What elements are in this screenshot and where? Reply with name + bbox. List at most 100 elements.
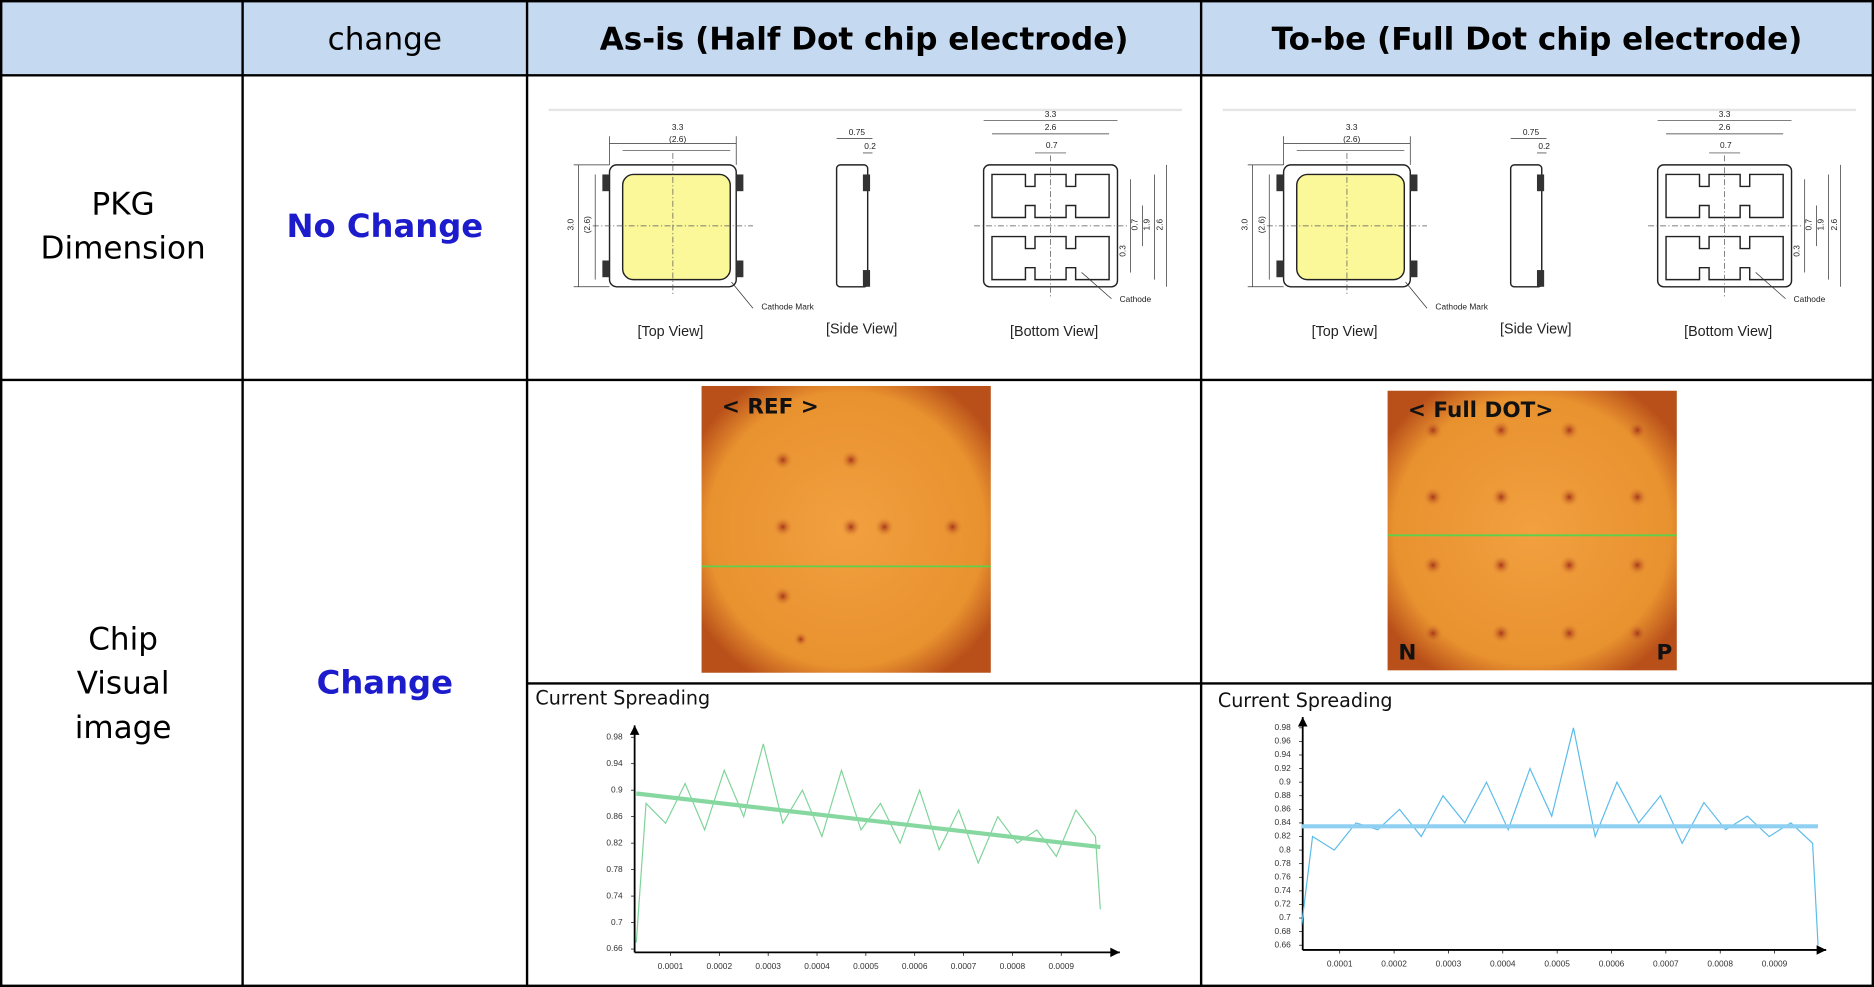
- dim-line: [1756, 272, 1786, 298]
- emitter: [1297, 174, 1405, 279]
- header-cell: As-is (Half Dot chip electrode): [600, 22, 1129, 58]
- drawing-label: 2.6: [1829, 218, 1839, 230]
- drawing-label: Cathode: [1120, 294, 1152, 304]
- data-line: [636, 744, 1100, 943]
- drawing-label: 3.0: [1240, 218, 1250, 230]
- drawing-label: (2.6): [1343, 134, 1360, 144]
- tab: [1276, 174, 1283, 191]
- y-tick-label: 0.68: [1274, 926, 1291, 936]
- y-tick-label: 0.8: [1279, 844, 1291, 854]
- row-label: image: [75, 710, 172, 746]
- dot: [1423, 421, 1442, 440]
- drawing-label: Cathode: [1794, 294, 1826, 304]
- drawing-label: 3.3: [1045, 109, 1057, 119]
- dot: [1492, 624, 1511, 643]
- row-label: Visual: [77, 666, 170, 702]
- x-tick-label: 0.0008: [1000, 961, 1026, 971]
- dim-line: [731, 282, 753, 308]
- y-tick-label: 0.72: [1274, 899, 1291, 909]
- package-drawing: 3.3(2.6)3.0(2.6)Cathode Mark[Top View]0.…: [549, 109, 1182, 340]
- chip-image-full-dot: < Full DOT> N P: [1388, 391, 1677, 671]
- y-tick-label: 0.96: [1274, 736, 1291, 746]
- drawing-label: 0.2: [864, 141, 876, 151]
- rule: [549, 109, 1182, 111]
- image-label: N: [1398, 641, 1416, 666]
- x-tick-label: 0.0008: [1707, 959, 1733, 969]
- drawing-label: (2.6): [669, 134, 686, 144]
- x-tick-label: 0.0003: [755, 961, 781, 971]
- dot: [1560, 488, 1579, 507]
- chart-title: Current Spreading: [535, 687, 710, 710]
- drawing-label: Cathode Mark: [1435, 301, 1488, 311]
- x-tick-label: 0.0005: [853, 961, 879, 971]
- x-tick-label: 0.0001: [658, 961, 684, 971]
- tab: [863, 174, 870, 191]
- chip-image-ref: < REF >: [702, 386, 991, 673]
- x-tick-label: 0.0009: [1762, 959, 1788, 969]
- dot: [1628, 421, 1647, 440]
- y-tick-label: 0.9: [1279, 776, 1291, 786]
- y-tick-label: 0.74: [606, 890, 623, 900]
- change-status: Change: [317, 664, 453, 702]
- dot: [1423, 624, 1442, 643]
- x-tick-label: 0.0002: [707, 961, 733, 971]
- tab: [736, 260, 743, 277]
- dot: [1560, 624, 1579, 643]
- arrow: [630, 725, 640, 735]
- dot: [1560, 421, 1579, 440]
- y-tick-label: 0.82: [1274, 831, 1291, 841]
- page: {"header":{"change":"change","as_is":"As…: [0, 0, 1874, 987]
- rule: [1223, 109, 1856, 111]
- y-tick-label: 0.98: [1274, 722, 1291, 732]
- emitter: [623, 174, 731, 279]
- change-status: No Change: [286, 207, 483, 245]
- drawing-label: 3.3: [672, 122, 684, 132]
- x-tick-label: 0.0001: [1327, 959, 1353, 969]
- x-tick-label: 0.0002: [1381, 959, 1407, 969]
- drawing-label: Cathode Mark: [761, 301, 814, 311]
- dot: [1492, 556, 1511, 575]
- arrow: [1817, 945, 1827, 955]
- drawing-label: 1.9: [1816, 218, 1826, 230]
- drawing-label: (2.6): [1256, 216, 1266, 233]
- y-tick-label: 0.9: [611, 784, 623, 794]
- drawing-label: [Side View]: [1500, 322, 1571, 338]
- y-tick-label: 0.76: [1274, 871, 1291, 881]
- drawing-label: [Top View]: [638, 324, 704, 340]
- y-tick-label: 0.78: [606, 864, 623, 874]
- y-tick-label: 0.94: [1274, 749, 1291, 759]
- tab: [1410, 260, 1417, 277]
- header-cell: change: [328, 22, 442, 58]
- x-tick-label: 0.0004: [804, 961, 830, 971]
- dot: [1423, 556, 1442, 575]
- image-label: P: [1656, 641, 1672, 666]
- y-tick-label: 0.82: [606, 837, 623, 847]
- drawing-label: 0.75: [849, 127, 866, 137]
- drawing-label: (2.6): [582, 216, 592, 233]
- drawing-label: 1.9: [1142, 218, 1152, 230]
- drawing-label: 0.7: [1046, 140, 1058, 150]
- drawing-label: [Side View]: [826, 322, 897, 338]
- drawing-label: 2.6: [1155, 218, 1165, 230]
- tab: [602, 174, 609, 191]
- drawing-label: 0.75: [1523, 127, 1540, 137]
- header-cell: To-be (Full Dot chip electrode): [1272, 22, 1803, 58]
- arrow: [1110, 948, 1120, 958]
- x-tick-label: 0.0005: [1544, 959, 1570, 969]
- trend-line: [636, 793, 1100, 847]
- y-tick-label: 0.74: [1274, 885, 1291, 895]
- drawing-label: 0.7: [1130, 218, 1140, 230]
- tab: [602, 260, 609, 277]
- y-tick-label: 0.94: [606, 758, 623, 768]
- arrow: [1298, 717, 1308, 727]
- package-drawing: 3.3(2.6)3.0(2.6)Cathode Mark[Top View]0.…: [1223, 109, 1856, 340]
- y-tick-label: 0.88: [1274, 790, 1291, 800]
- drawing-label: 0.3: [1118, 245, 1128, 257]
- drawing-label: [Bottom View]: [1684, 324, 1772, 340]
- drawing-label: [Bottom View]: [1010, 324, 1098, 340]
- y-tick-label: 0.7: [1279, 912, 1291, 922]
- y-tick-label: 0.7: [611, 917, 623, 927]
- y-tick-label: 0.92: [1274, 763, 1291, 773]
- dim-line: [1082, 272, 1112, 298]
- drawing-label: 3.3: [1719, 109, 1731, 119]
